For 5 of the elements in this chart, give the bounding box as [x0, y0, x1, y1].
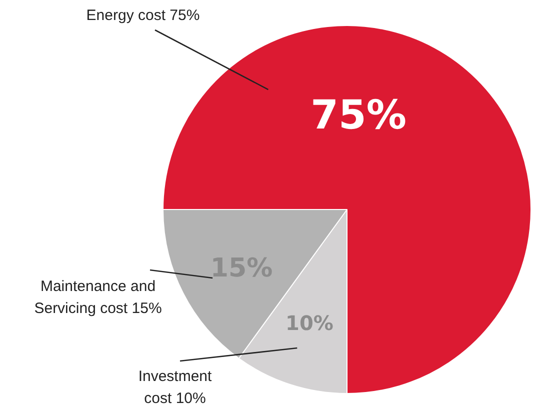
data-label: 75%: [310, 92, 406, 139]
slice-label: Investment cost 10%: [138, 368, 213, 404]
data-label: 10%: [286, 311, 334, 336]
slice-label: Energy cost 75%: [86, 7, 200, 24]
slice-label: Maintenance and Servicing cost 15%: [34, 278, 162, 318]
